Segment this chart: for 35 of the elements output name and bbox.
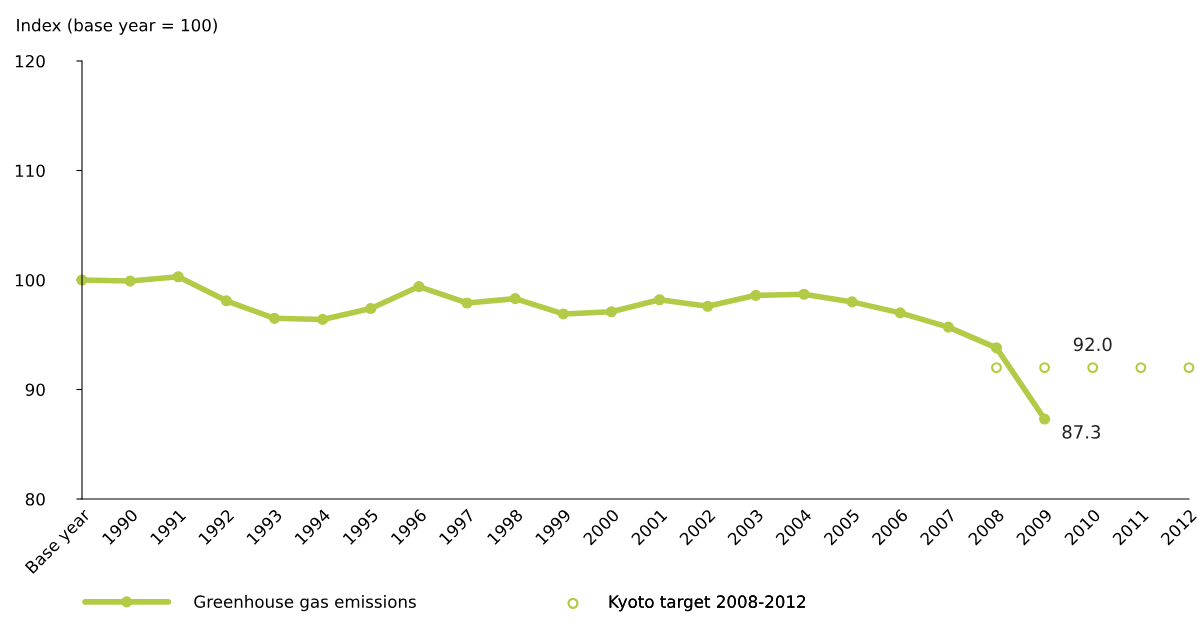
legend-label: Kyoto target 2008-2012 — [609, 595, 805, 612]
point — [124, 275, 136, 287]
point — [365, 302, 377, 315]
y-axis-title: Index (base year = 100) — [17, 18, 217, 35]
legend-label: Greenhouse gas emissions — [194, 595, 416, 612]
y-tick-label: 80 — [25, 492, 45, 506]
point — [1183, 362, 1195, 374]
point — [557, 308, 569, 320]
point — [509, 293, 521, 305]
point — [894, 307, 906, 319]
point — [461, 297, 473, 309]
y-tick-label: 110 — [15, 164, 45, 178]
point — [991, 362, 1002, 374]
y-tick-label: 90 — [25, 383, 45, 397]
point — [1039, 413, 1051, 425]
y-tick-label: 120 — [15, 54, 45, 68]
point — [317, 313, 329, 325]
point — [413, 281, 425, 293]
point — [942, 321, 954, 333]
point — [798, 288, 810, 300]
y-tick-label: 100 — [15, 273, 45, 287]
annotation: 87.3 — [1062, 425, 1101, 439]
point — [605, 306, 617, 318]
point — [654, 294, 666, 306]
point — [750, 289, 762, 301]
point — [1039, 362, 1051, 374]
point — [990, 342, 1003, 354]
point — [220, 295, 232, 307]
point — [702, 300, 714, 312]
point — [1135, 362, 1147, 374]
annotation: 92.0 — [1073, 337, 1112, 352]
point — [172, 271, 184, 283]
point — [268, 312, 281, 324]
point — [1087, 362, 1099, 374]
point — [846, 296, 858, 308]
